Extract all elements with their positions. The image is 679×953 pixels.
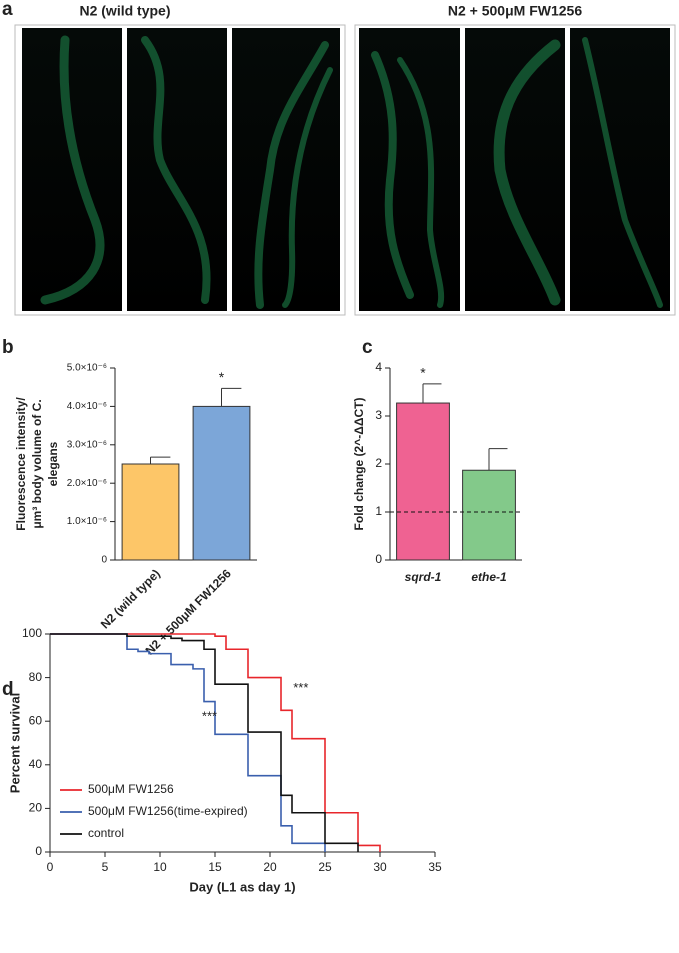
y-tick-label: 20 [29,801,43,815]
y-tick-label: 0 [375,552,382,566]
x-tick-label: sqrd-1 [405,570,442,584]
x-tick-label: 15 [208,860,222,874]
y-axis-label: elegans [46,441,60,486]
micrograph [127,28,227,311]
x-tick-label: 35 [428,860,442,874]
panel-letter: b [2,337,14,358]
y-tick-label: 100 [22,626,42,640]
x-tick-label: 5 [102,860,109,874]
panel-letter: a [2,0,13,20]
annotation: *** [202,708,217,723]
y-tick-label: 1 [375,504,382,518]
legend-label: 500μM FW1256 [88,782,174,796]
y-axis-label: μm³ body volume of C. [30,399,44,528]
y-tick-label: 3.0×10⁻⁶ [67,439,107,450]
survival-line [50,633,381,852]
legend-label: 500μM FW1256(time-expired) [88,804,248,818]
y-tick-label: 60 [29,713,43,727]
panel-a-images [14,24,676,316]
y-tick-label: 1.0×10⁻⁶ [67,516,107,527]
x-tick-label: 20 [263,860,277,874]
y-tick-label: 0 [101,555,107,566]
group-title: N2 (wild type) [79,3,170,19]
y-tick-label: 3 [375,408,382,422]
y-tick-label: 40 [29,757,43,771]
y-axis-label: Fluorescence intensity/ [14,397,28,531]
y-tick-label: 5.0×10⁻⁶ [67,363,107,374]
annotation: * [219,369,225,385]
annotation: * [420,365,426,381]
x-axis-label: Day (L1 as day 1) [189,879,295,894]
micrograph [22,28,122,311]
worms [40,35,663,309]
panel-letter: c [362,337,373,358]
y-tick-label: 4 [375,360,382,374]
x-tick-label: ethe-1 [471,570,507,584]
legend-label: control [88,826,124,840]
bar [396,402,450,561]
y-tick-label: 0 [35,844,42,858]
y-axis-label: Fold change (2^-ΔΔCT) [352,398,366,531]
y-tick-label: 80 [29,670,43,684]
y-tick-label: 2 [375,456,382,470]
x-tick-label: 0 [47,860,54,874]
x-tick-label: 10 [153,860,167,874]
group-title: N2 + 500μM FW1256 [448,3,582,19]
x-tick-label: 30 [373,860,387,874]
bar [121,463,180,561]
micrograph [570,28,670,311]
panel-letter: d [2,679,14,700]
x-tick-label: 25 [318,860,332,874]
survival-line [50,633,359,852]
micrograph [465,28,565,311]
y-tick-label: 2.0×10⁻⁶ [67,478,107,489]
y-tick-label: 4.0×10⁻⁶ [67,401,107,412]
annotation: *** [293,680,308,695]
y-axis-label: Percent survival [7,693,22,793]
micrograph [232,28,340,311]
bar [192,405,251,561]
x-tick-label: N2 (wild type) [98,566,163,631]
bar [462,469,516,561]
survival-line [50,633,326,852]
